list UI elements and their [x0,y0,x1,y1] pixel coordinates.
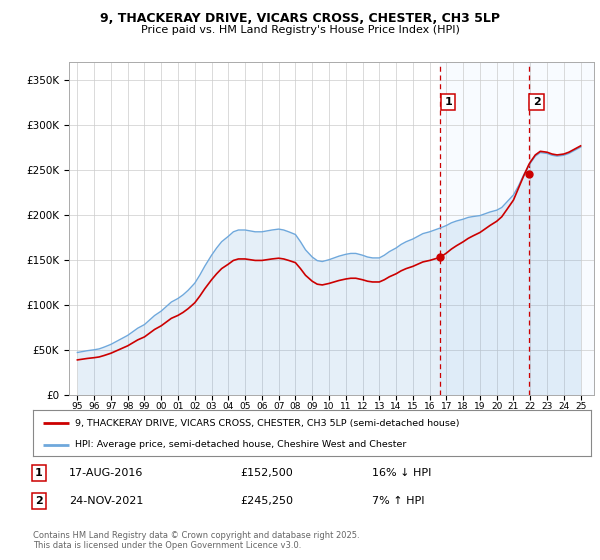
Text: 9, THACKERAY DRIVE, VICARS CROSS, CHESTER, CH3 5LP: 9, THACKERAY DRIVE, VICARS CROSS, CHESTE… [100,12,500,25]
Text: HPI: Average price, semi-detached house, Cheshire West and Chester: HPI: Average price, semi-detached house,… [75,440,406,450]
Bar [440,62,529,395]
Text: 9, THACKERAY DRIVE, VICARS CROSS, CHESTER, CH3 5LP (semi-detached house): 9, THACKERAY DRIVE, VICARS CROSS, CHESTE… [75,419,460,428]
Text: 24-NOV-2021: 24-NOV-2021 [69,496,143,506]
Bar [529,62,594,395]
Text: 17-AUG-2016: 17-AUG-2016 [69,468,143,478]
Text: £152,500: £152,500 [240,468,293,478]
Text: 7% ↑ HPI: 7% ↑ HPI [372,496,425,506]
Text: 16% ↓ HPI: 16% ↓ HPI [372,468,431,478]
Text: 2: 2 [533,97,541,107]
Text: Contains HM Land Registry data © Crown copyright and database right 2025.
This d: Contains HM Land Registry data © Crown c… [33,531,359,550]
Text: £245,250: £245,250 [240,496,293,506]
Text: Price paid vs. HM Land Registry's House Price Index (HPI): Price paid vs. HM Land Registry's House … [140,25,460,35]
Text: 2: 2 [35,496,43,506]
Text: 1: 1 [35,468,43,478]
Text: 1: 1 [445,97,452,107]
